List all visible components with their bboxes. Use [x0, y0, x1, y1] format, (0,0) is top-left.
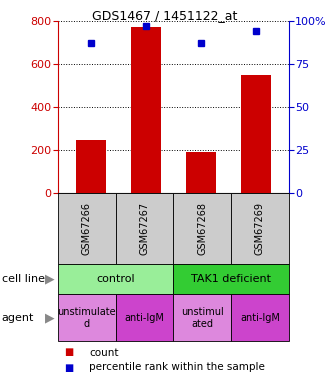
Text: GDS1467 / 1451122_at: GDS1467 / 1451122_at: [92, 9, 238, 22]
Bar: [185, 152, 216, 193]
Text: anti-IgM: anti-IgM: [240, 313, 280, 323]
Bar: [173, 294, 231, 341]
Text: ▶: ▶: [45, 273, 54, 286]
Text: count: count: [89, 348, 118, 357]
Text: anti-IgM: anti-IgM: [124, 313, 164, 323]
Text: ■: ■: [64, 348, 74, 357]
Bar: [58, 294, 115, 341]
Bar: [115, 193, 173, 264]
Text: control: control: [96, 274, 135, 284]
Text: ■: ■: [64, 363, 74, 372]
Text: ▶: ▶: [45, 311, 54, 324]
Text: unstimulate
d: unstimulate d: [57, 307, 116, 328]
Bar: [76, 140, 106, 193]
Bar: [231, 294, 289, 341]
Bar: [241, 75, 271, 193]
Bar: [173, 193, 231, 264]
Text: agent: agent: [2, 313, 34, 323]
Bar: [131, 27, 161, 193]
Text: unstimul
ated: unstimul ated: [181, 307, 223, 328]
Text: GSM67268: GSM67268: [197, 202, 207, 255]
Bar: [173, 264, 289, 294]
Text: GSM67269: GSM67269: [255, 202, 265, 255]
Text: GSM67267: GSM67267: [139, 202, 149, 255]
Text: GSM67266: GSM67266: [82, 202, 92, 255]
Bar: [58, 193, 115, 264]
Text: TAK1 deficient: TAK1 deficient: [191, 274, 271, 284]
Bar: [58, 264, 173, 294]
Bar: [115, 294, 173, 341]
Bar: [231, 193, 289, 264]
Text: cell line: cell line: [2, 274, 45, 284]
Text: percentile rank within the sample: percentile rank within the sample: [89, 363, 265, 372]
